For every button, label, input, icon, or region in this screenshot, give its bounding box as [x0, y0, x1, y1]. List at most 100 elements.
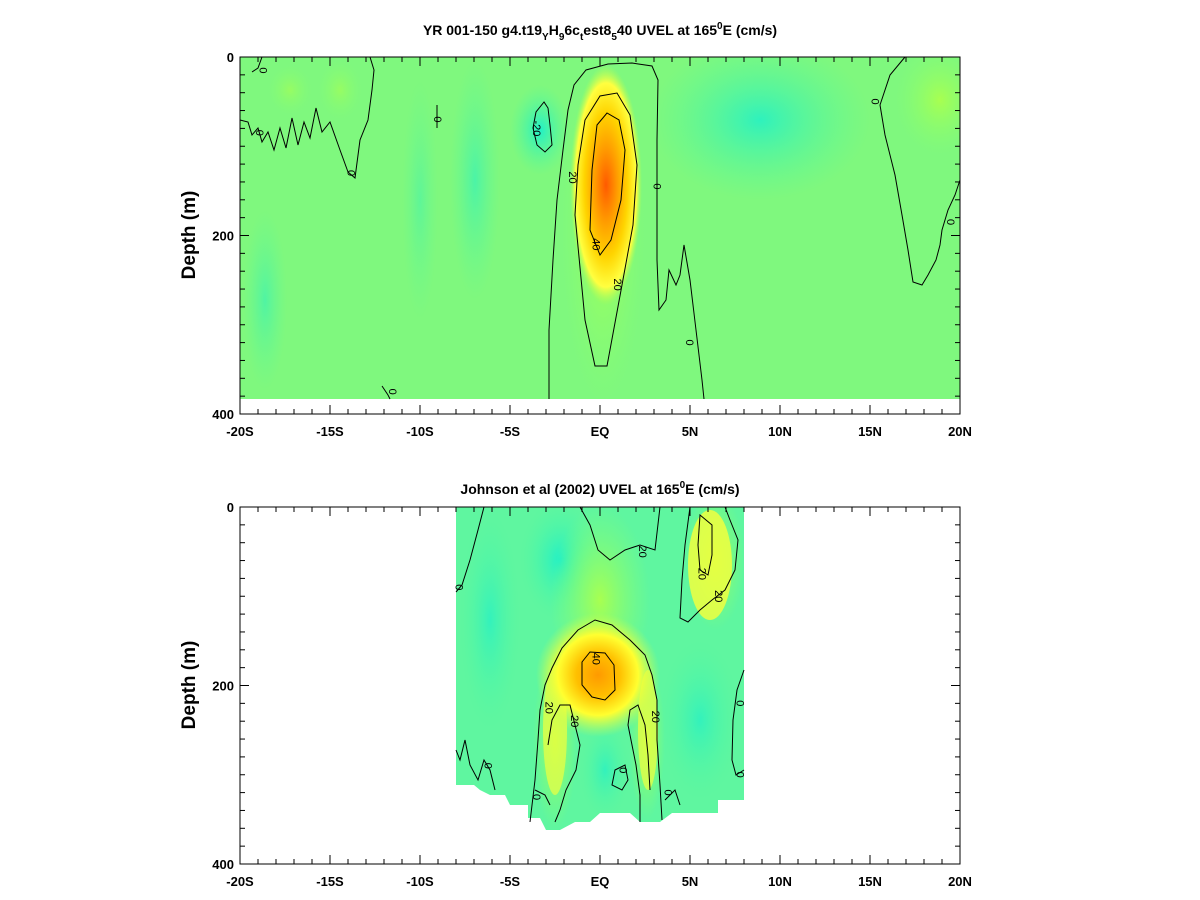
- contour-label: 20: [696, 568, 708, 580]
- cyan-region: [580, 720, 630, 820]
- contour-line: [455, 506, 485, 593]
- contour-label: 0: [530, 794, 542, 800]
- x-tick-label: EQ: [591, 424, 610, 439]
- contour-line: [697, 513, 713, 576]
- contour-label: 0: [651, 183, 663, 189]
- x-tick-label: 10N: [768, 874, 792, 889]
- contour-label: 20: [566, 171, 578, 183]
- x-tick-label: -10S: [406, 874, 434, 889]
- contour-label: 0: [453, 584, 465, 590]
- jet-core: [536, 613, 660, 737]
- contours-1: [239, 56, 961, 400]
- cyan-region: [660, 640, 740, 800]
- x-tick-label: EQ: [591, 874, 610, 889]
- contour-label: 40: [589, 653, 601, 665]
- x-tick-label: 20N: [948, 424, 972, 439]
- y-tick-label: 0: [227, 50, 234, 65]
- cyan-region: [450, 60, 500, 300]
- contour-label: 40: [589, 238, 601, 250]
- x-tick-label: 15N: [858, 874, 882, 889]
- contour-line: [879, 56, 961, 286]
- y-tick-label: 0: [227, 500, 234, 515]
- contour-labels-1: 0 0 0 0 -20 20 0 40 20 0 0 0 0: [253, 67, 956, 394]
- y-tick-label: 400: [212, 857, 234, 872]
- contour-label: 0: [431, 116, 443, 122]
- contour-label: 20: [611, 278, 623, 290]
- panel-observed: Johnson et al (2002) UVEL at 1650E (cm/s…: [179, 480, 972, 889]
- contour-label: 0: [733, 700, 745, 706]
- x-tick-label: -5S: [500, 424, 521, 439]
- cyan-region: [402, 80, 438, 320]
- jet-core: [570, 65, 642, 305]
- contour-label: 0: [944, 219, 956, 225]
- x-tick-label: -10S: [406, 424, 434, 439]
- contour-line: [574, 92, 638, 367]
- cyan-region: [243, 210, 287, 390]
- chart-title-1: YR 001-150 g4.t19YH96ctest8540 UVEL at 1…: [423, 21, 777, 43]
- x-tick-label: 10N: [768, 424, 792, 439]
- x-tick-label: 15N: [858, 424, 882, 439]
- x-tick-label: -15S: [316, 874, 344, 889]
- lime-region: [268, 65, 312, 115]
- y-tick-label: 200: [212, 229, 234, 244]
- contour-label: 20: [636, 546, 648, 558]
- contour-line: [581, 651, 616, 701]
- y-axis-label-1: Depth (m): [179, 191, 200, 280]
- contour-label: 20: [568, 715, 580, 727]
- cyan-region: [510, 85, 570, 175]
- y-axis-label-2: Depth (m): [179, 641, 200, 730]
- contour-label: 0: [683, 340, 695, 346]
- contour-line: [534, 789, 551, 806]
- contour-labels-2: 0 20 20 20 40 20 20 20 0 0 0 0 0 0: [453, 546, 746, 801]
- contour-label: -20: [530, 120, 542, 136]
- contour-line: [579, 506, 661, 561]
- contour-line: [547, 704, 581, 823]
- lime-region: [318, 60, 362, 120]
- cyan-region: [460, 510, 520, 730]
- x-tick-label: -20S: [226, 874, 254, 889]
- contour-label: 0: [256, 67, 268, 73]
- contour-line: [611, 764, 629, 791]
- contour-label: 20: [649, 711, 661, 723]
- contour-line: [589, 112, 626, 257]
- contour-label: 0: [481, 763, 493, 769]
- contour-line: [679, 506, 739, 623]
- lime-region: [895, 57, 960, 155]
- x-tick-label: -20S: [226, 424, 254, 439]
- x-tick-label: 5N: [682, 424, 699, 439]
- contour-line: [532, 101, 553, 153]
- contour-label: 20: [712, 590, 724, 602]
- cyan-region: [650, 57, 870, 200]
- contour-label: 0: [733, 772, 745, 778]
- contour-label: 0: [386, 389, 398, 395]
- panel-model: YR 001-150 g4.t19YH96ctest8540 UVEL at 1…: [179, 21, 972, 439]
- contour-line: [381, 385, 391, 400]
- heatmap-field-2: [456, 507, 744, 830]
- chart-title-2: Johnson et al (2002) UVEL at 1650E (cm/s…: [460, 480, 739, 497]
- x-tick-label: -15S: [316, 424, 344, 439]
- contour-label: 20: [543, 702, 555, 714]
- contour-label: 0: [345, 170, 357, 176]
- contour-line: [664, 789, 681, 806]
- contour-label: 0: [868, 99, 880, 105]
- contour-label: 0: [253, 130, 265, 136]
- x-tick-label: 5N: [682, 874, 699, 889]
- contour-line: [239, 56, 375, 179]
- contour-line: [731, 669, 745, 776]
- x-tick-label: 20N: [948, 874, 972, 889]
- x-tick-label: -5S: [500, 874, 521, 889]
- contour-line: [548, 62, 705, 400]
- contour-line: [627, 704, 651, 822]
- heatmap-field-1: [240, 57, 960, 399]
- contours-2: [455, 506, 745, 823]
- contour-line: [455, 739, 496, 791]
- contour-label: 0: [661, 790, 673, 796]
- contour-line: [529, 619, 663, 823]
- contour-label: 0: [616, 767, 628, 773]
- y-tick-label: 400: [212, 407, 234, 422]
- y-tick-label: 200: [212, 679, 234, 694]
- contour-line: [251, 56, 263, 73]
